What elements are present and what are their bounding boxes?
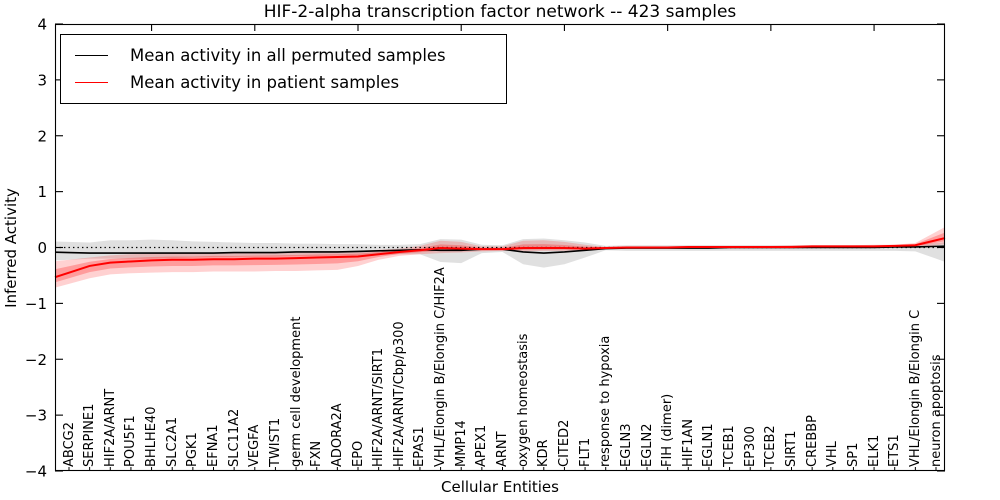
legend-line-permuted-icon	[75, 55, 108, 56]
x-tick-label: FIH (dimer)	[660, 393, 676, 467]
x-tick-label: CITED2	[556, 419, 572, 467]
band-permuted	[55, 238, 945, 268]
legend: Mean activity in all permuted samples Me…	[60, 34, 507, 104]
x-tick-label: SP1	[845, 442, 861, 467]
line-patient	[54, 237, 946, 279]
x-tick-label: EPO	[350, 440, 366, 467]
x-tick-label: germ cell development	[288, 316, 304, 467]
x-tick-label: ARNT	[495, 431, 510, 467]
x-tick-label: TCEB1	[722, 425, 738, 467]
x-tick-label: BHLHE40	[144, 406, 160, 467]
x-tick-label: SLC2A1	[164, 416, 180, 467]
legend-line-patient-icon	[75, 82, 108, 83]
x-tick-label: CREBBP	[804, 415, 820, 467]
x-tick-label: PGK1	[185, 432, 201, 467]
y-tick-label: 3	[37, 71, 47, 89]
y-tick-label: −4	[25, 463, 47, 481]
legend-label-permuted: Mean activity in all permuted samples	[130, 46, 446, 65]
y-tick-label: 1	[37, 183, 47, 201]
y-tick-label: −1	[25, 295, 47, 313]
x-tick-label: TCEB2	[763, 425, 779, 467]
x-tick-label: HIF2A/ARNT/Cbp/p300	[391, 321, 407, 467]
x-tick-label: VHL/Elongin B/Elongin C	[907, 309, 923, 467]
x-tick-label: VHL	[825, 441, 841, 467]
x-tick-label: SLC11A2	[226, 408, 242, 467]
x-tick-label: SIRT1	[784, 430, 799, 467]
x-tick-label: EGLN3	[618, 423, 634, 467]
x-tick-label: HIF1AN	[680, 419, 696, 467]
x-tick-label: response to hypoxia	[598, 335, 614, 467]
x-tick-label: KDR	[536, 439, 552, 467]
x-tick-label: APEX1	[474, 424, 490, 467]
y-tick-label: 4	[37, 16, 47, 34]
x-tick-label: EPAS1	[412, 426, 428, 467]
x-tick-label: oxygen homeostasis	[515, 333, 531, 467]
x-tick-label: EGLN2	[639, 423, 655, 467]
y-tick-label: 0	[37, 239, 47, 257]
legend-label-patient: Mean activity in patient samples	[130, 73, 400, 92]
x-tick-label: ABCG2	[61, 421, 77, 467]
legend-item-permuted: Mean activity in all permuted samples	[75, 42, 496, 69]
y-tick-label: −2	[25, 351, 47, 369]
x-tick-label: neuron apoptosis	[928, 354, 944, 468]
x-tick-label: HIF2A/ARNT/SIRT1	[371, 348, 387, 467]
chart-title: HIF-2-alpha transcription factor network…	[263, 2, 737, 22]
x-tick-label: VHL/Elongin B/Elongin C/HIF2A	[433, 267, 449, 467]
x-tick-label: EFNA1	[206, 424, 221, 467]
x-tick-label: EP300	[742, 426, 758, 467]
y-tick-label: −3	[25, 407, 47, 425]
x-tick-label: VEGFA	[247, 424, 263, 467]
x-tick-label: FXN	[309, 440, 325, 467]
x-tick-label: MMP14	[453, 420, 469, 467]
x-tick-label: ELK1	[866, 434, 882, 467]
legend-item-patient: Mean activity in patient samples	[75, 69, 496, 96]
x-tick-label: ADORA2A	[329, 403, 345, 467]
x-axis-label: Cellular Entities	[441, 478, 559, 496]
y-tick-label: 2	[37, 127, 47, 145]
x-tick-label: TWIST1	[267, 417, 283, 467]
x-tick-label: ETS1	[887, 434, 903, 467]
x-tick-label: HIF2A/ARNT	[102, 388, 118, 467]
x-tick-label: POU5F1	[123, 415, 139, 467]
x-tick-label: SERPINE1	[82, 403, 98, 467]
x-tick-label: EGLN1	[701, 423, 717, 467]
band-patient-outer	[55, 226, 945, 288]
band-patient-inner	[55, 232, 945, 283]
x-tick-label: FLT1	[577, 437, 593, 467]
